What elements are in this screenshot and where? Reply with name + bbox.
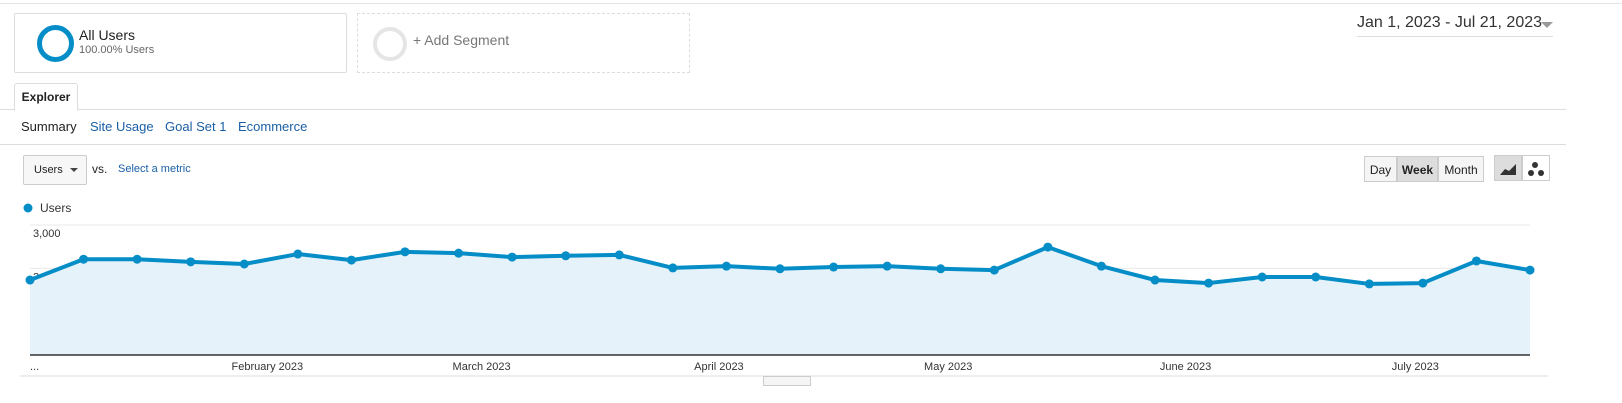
select-metric[interactable]: Select a metric <box>118 163 191 175</box>
x-tick-label: March 2023 <box>453 361 511 373</box>
subtab-rule <box>0 144 1566 145</box>
interval-button[interactable]: Day <box>1364 156 1397 182</box>
date-range[interactable]: Jan 1, 2023 - Jul 21, 2023 <box>1357 14 1553 37</box>
add-segment[interactable]: + Add Segment <box>357 13 690 73</box>
point <box>507 252 517 262</box>
x-tick-label: June 2023 <box>1160 361 1211 373</box>
legend-label: Users <box>40 201 71 215</box>
metric-selector[interactable]: Users <box>23 155 87 185</box>
point <box>989 265 999 275</box>
point <box>1471 256 1481 266</box>
chart-type-group <box>1494 155 1550 183</box>
point <box>400 247 410 257</box>
dropdown-arrow <box>70 168 78 172</box>
x-tick-label: ... <box>30 361 39 373</box>
tab-rule <box>0 109 1566 110</box>
point <box>561 251 571 261</box>
point <box>346 255 356 265</box>
top-rule <box>0 3 1622 4</box>
subtab-active[interactable]: Summary <box>21 119 77 134</box>
point <box>25 275 35 285</box>
point <box>1257 272 1267 282</box>
dropdown-arrow <box>1541 22 1553 28</box>
x-tick-label: July 2023 <box>1392 361 1439 373</box>
tab[interactable]: Explorer <box>14 83 78 111</box>
date-range-text: Jan 1, 2023 - Jul 21, 2023 <box>1357 14 1543 31</box>
interval-button[interactable]: Month <box>1438 156 1484 182</box>
point <box>614 250 624 260</box>
point <box>454 248 464 258</box>
add-segment-label: + Add Segment <box>413 32 510 48</box>
point <box>775 264 785 274</box>
point <box>1204 278 1214 288</box>
legend-dot <box>23 203 33 213</box>
point <box>186 257 196 267</box>
point <box>936 264 946 274</box>
segment-ring <box>373 27 407 61</box>
point <box>293 249 303 259</box>
point <box>239 259 249 269</box>
point <box>882 261 892 271</box>
segment-card[interactable]: All Users 100.00% Users <box>14 13 347 73</box>
point <box>1418 278 1428 288</box>
segment-detail: 100.00% Users <box>79 44 155 56</box>
interval-group: Day Week Month <box>1364 156 1484 184</box>
point <box>1096 261 1106 271</box>
point <box>829 262 839 272</box>
segment-name: All Users <box>79 27 136 43</box>
x-tick-label: February 2023 <box>232 361 304 373</box>
motion-chart-button[interactable] <box>1522 155 1550 181</box>
point <box>1043 242 1053 252</box>
point <box>132 254 142 264</box>
x-tick-label: May 2023 <box>924 361 972 373</box>
subtab[interactable]: Goal Set 1 <box>165 119 227 134</box>
subtab[interactable]: Ecommerce <box>238 119 308 134</box>
point <box>1364 279 1374 289</box>
point <box>721 261 731 271</box>
area <box>30 247 1530 355</box>
point <box>79 254 89 264</box>
point <box>1150 275 1160 285</box>
point <box>1311 272 1321 282</box>
interval-button-active[interactable]: Week <box>1397 156 1438 182</box>
metric-label: Users <box>34 164 63 176</box>
point <box>668 263 678 273</box>
y-tick-label: 3,000 <box>33 228 61 240</box>
line-chart-button[interactable] <box>1494 155 1522 181</box>
x-tick-label: April 2023 <box>694 361 744 373</box>
segment-ring <box>37 25 74 62</box>
point <box>1525 265 1535 275</box>
resize-handle[interactable] <box>763 376 811 386</box>
subtab[interactable]: Site Usage <box>90 119 154 134</box>
vs-label: vs. <box>92 162 108 176</box>
